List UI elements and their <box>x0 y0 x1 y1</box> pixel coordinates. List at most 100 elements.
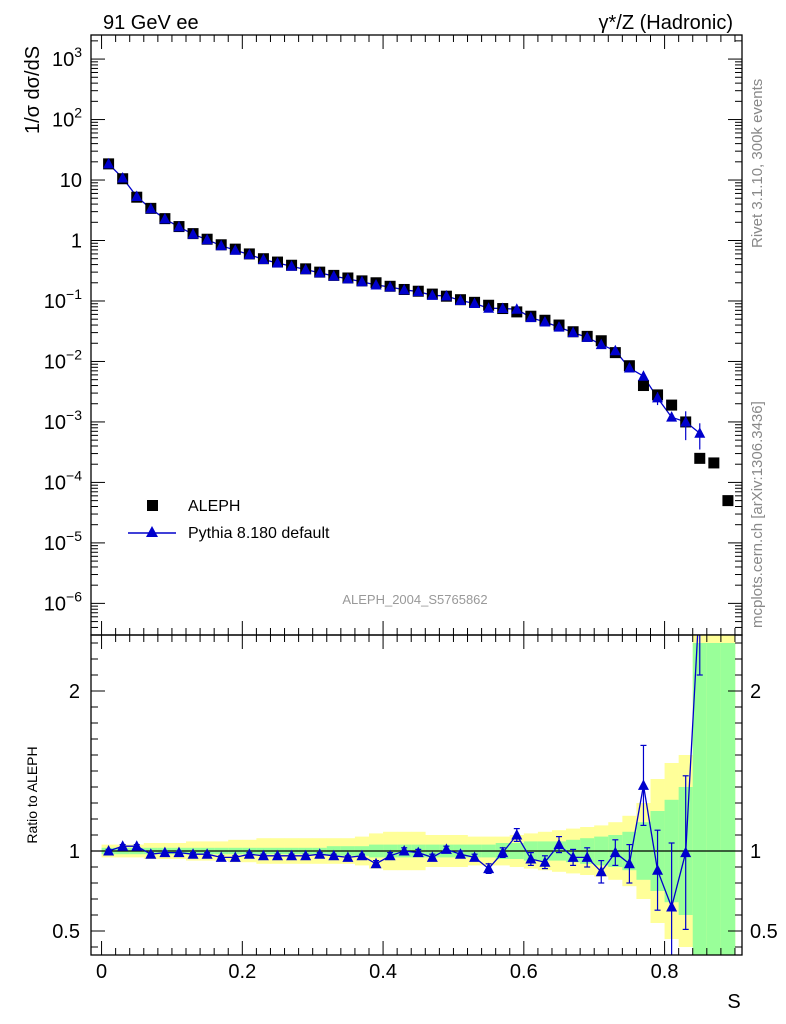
ratio-pythia-point <box>539 856 551 867</box>
x-tick-label: 0 <box>96 961 107 983</box>
ratio-pythia-point <box>201 848 213 859</box>
ratio-pythia-point <box>581 851 593 862</box>
ratio-pythia-point <box>159 846 171 858</box>
pythia-point <box>314 266 326 278</box>
analysis-id-label: ALEPH_2004_S5765862 <box>342 592 487 607</box>
ratio-pythia-point <box>300 849 312 861</box>
ratio-pythia-point <box>187 848 199 859</box>
ratio-panel-ticks: 0.5 0.5 1 1 2 2 0 0.2 0.4 0.6 0.8 <box>52 635 778 983</box>
pythia-point <box>567 326 579 338</box>
pythia-point <box>145 202 157 214</box>
mcplots-label: mcplots.cern.ch [arXiv:1306.3436] <box>749 401 766 628</box>
ratio-pythia-point <box>257 849 269 861</box>
ratio-pythia-point <box>286 849 298 861</box>
ratio-pythia-point <box>243 848 255 859</box>
pythia-point <box>229 244 241 255</box>
pythia-point <box>187 228 199 239</box>
pythia-point <box>666 411 678 422</box>
pythia-point <box>117 172 129 183</box>
ratio-pythia-point <box>328 849 340 861</box>
aleph-point <box>722 495 734 507</box>
ratio-pythia-point <box>314 848 326 859</box>
aleph-point <box>637 380 649 392</box>
pythia-point <box>384 281 396 292</box>
pythia-point <box>595 338 607 350</box>
legend-marker-pythia <box>146 526 158 537</box>
main-y-tick-label: 103 <box>52 44 82 71</box>
ratio-pythia-point <box>356 849 368 861</box>
pythia-point <box>370 278 382 290</box>
pythia-point <box>342 272 354 284</box>
ratio-pythia-point <box>412 846 424 858</box>
ratio-pythia-point <box>117 840 129 851</box>
pythia-point <box>201 233 213 245</box>
pythia-point <box>412 285 424 297</box>
ratio-pythia-point <box>384 849 396 861</box>
pythia-point <box>511 303 523 314</box>
pythia-point <box>637 370 649 381</box>
aleph-point <box>694 452 706 464</box>
main-y-tick-label: 10−1 <box>44 286 82 313</box>
ratio-band-green <box>692 643 708 955</box>
x-tick-label: 0.8 <box>651 961 679 983</box>
ratio-y-tick-label: 0.5 <box>52 921 80 943</box>
ratio-panel: 0.5 0.5 1 1 2 2 0 0.2 0.4 0.6 0.8 Ratio to ALEPH S <box>24 634 778 1013</box>
ratio-pythia-point <box>145 848 157 859</box>
pythia-point <box>243 248 255 260</box>
ratio-pythia-point <box>342 851 354 862</box>
pythia-point <box>581 331 593 342</box>
ratio-pythia-point <box>272 849 284 861</box>
ratio-band-green <box>720 643 736 955</box>
main-y-tick-label: 10 <box>60 170 82 192</box>
ratio-panel-frame <box>90 634 743 956</box>
ratio-y-axis-label: Ratio to ALEPH <box>24 746 40 843</box>
ratio-y-tick-label-right: 1 <box>750 841 761 863</box>
main-y-tick-label: 10−2 <box>44 346 82 373</box>
ratio-band-green <box>706 643 722 955</box>
pythia-point <box>300 263 312 275</box>
pythia-point <box>131 190 143 201</box>
ratio-y-tick-label: 1 <box>69 841 80 863</box>
aleph-point <box>666 399 678 411</box>
main-y-tick-label: 10−4 <box>44 467 82 494</box>
pythia-point <box>426 289 438 300</box>
ratio-pythia-point <box>229 851 241 862</box>
top-panel-series <box>103 157 734 507</box>
pythia-point <box>539 315 551 327</box>
pythia-point <box>215 239 227 251</box>
pythia-point <box>286 260 298 271</box>
header-left: 91 GeV ee <box>103 12 199 34</box>
ratio-pythia-point <box>637 779 649 790</box>
legend: ALEPH Pythia 8.180 default <box>128 498 330 542</box>
ratio-pythia-point <box>511 829 523 840</box>
ratio-pythia-point <box>609 846 621 858</box>
pythia-point <box>356 275 368 287</box>
ratio-pythia-point <box>173 846 185 858</box>
rivet-label: Rivet 3.1.10, 300k events <box>749 79 766 248</box>
ratio-series <box>103 635 703 955</box>
pythia-point <box>173 220 185 232</box>
ratio-pythia-point <box>497 846 509 858</box>
ratio-pythia-point <box>595 865 607 877</box>
ratio-pythia-point <box>454 848 466 859</box>
legend-label-aleph: ALEPH <box>188 498 240 515</box>
x-tick-label: 0.6 <box>510 961 538 983</box>
pythia-point <box>483 302 495 313</box>
pythia-point <box>159 212 171 224</box>
pythia-point <box>272 256 284 268</box>
main-y-tick-label: 10−3 <box>44 407 82 434</box>
ratio-pythia-point <box>567 851 579 862</box>
pythia-point <box>103 157 115 169</box>
ratio-pythia-point <box>553 838 565 850</box>
ratio-y-tick-label-right: 0.5 <box>750 921 778 943</box>
pythia-point <box>398 283 410 295</box>
pythia-point <box>469 297 481 308</box>
ratio-y-tick-label: 2 <box>69 681 80 703</box>
pythia-point <box>440 289 452 301</box>
main-y-tick-label: 1 <box>71 231 82 253</box>
pythia-point <box>609 344 621 356</box>
main-y-axis-label: 1/σ dσ/dS <box>22 46 44 134</box>
